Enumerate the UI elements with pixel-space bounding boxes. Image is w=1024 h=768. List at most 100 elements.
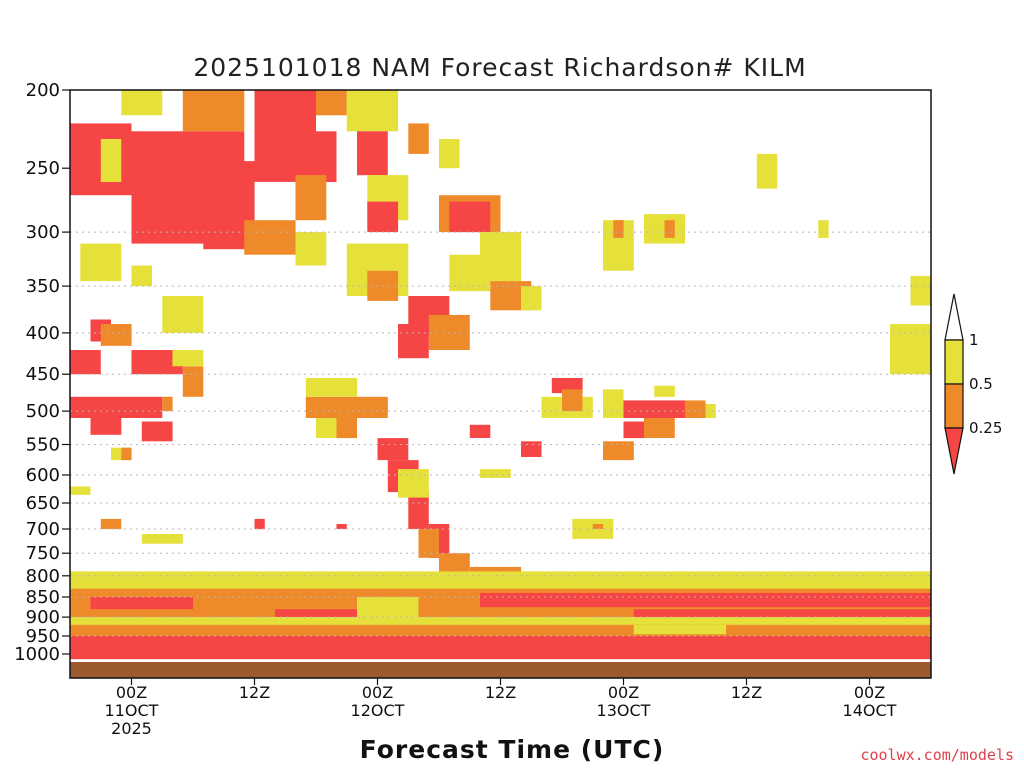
ri-region-yellow (480, 469, 511, 478)
credit-text: coolwx.com/models (860, 746, 1014, 764)
ri-region-orange (664, 220, 675, 238)
ri-region-orange (418, 529, 439, 558)
x-tick-label: 00Z (854, 683, 885, 702)
ri-region-red (633, 609, 932, 619)
ri-region-orange (182, 366, 204, 397)
ri-region-red (70, 350, 101, 375)
y-tick-label: 300 (26, 222, 60, 243)
ri-region-yellow (295, 232, 327, 266)
ri-region-orange (121, 447, 132, 461)
ri-region-yellow (756, 153, 778, 189)
plot-area (70, 90, 932, 678)
y-tick-label: 450 (26, 364, 60, 385)
ri-region-yellow (70, 486, 91, 495)
ri-region-red (141, 421, 173, 442)
ri-region-orange (685, 400, 706, 418)
ri-region-yellow (890, 324, 931, 375)
x-tick-label: 13OCT (597, 701, 651, 720)
ri-region-orange (295, 175, 327, 221)
ri-region-red (449, 201, 491, 233)
ri-region-yellow (346, 90, 399, 132)
ri-region-red (357, 131, 388, 176)
ri-region-yellow (357, 597, 419, 617)
ri-region-orange (439, 553, 470, 576)
ri-region-orange (603, 441, 634, 461)
ri-region-red (70, 123, 132, 196)
ri-region-orange (336, 411, 357, 439)
ri-region-orange (305, 396, 388, 418)
y-tick-label: 850 (26, 587, 60, 608)
ri-region-red (623, 400, 685, 418)
ri-region-yellow (480, 232, 521, 282)
x-axis-label: Forecast Time (UTC) (360, 735, 665, 764)
x-tick-label: 2025 (111, 719, 152, 738)
ri-region-yellow (162, 296, 204, 333)
ri-region-yellow (439, 139, 460, 169)
ri-region-orange (613, 220, 624, 238)
ri-region-red (398, 324, 429, 359)
y-tick-label: 750 (26, 543, 60, 564)
legend-tick-label: 0.25 (969, 419, 1002, 437)
ri-region-red (90, 414, 122, 435)
ri-region-orange (408, 123, 429, 154)
ri-region-red (70, 636, 931, 654)
ri-region-red (377, 438, 409, 461)
x-tick-label: 12Z (485, 683, 516, 702)
ground-strip (70, 662, 931, 678)
ri-region-yellow (172, 350, 204, 367)
y-tick-label: 650 (26, 493, 60, 514)
ri-region-orange (244, 220, 296, 255)
x-tick-label: 12Z (239, 683, 270, 702)
x-tick-label: 12Z (731, 683, 762, 702)
x-tick-label: 00Z (608, 683, 639, 702)
ri-region-yellow (121, 90, 163, 116)
x-tick-label: 14OCT (843, 701, 897, 720)
ri-region-yellow (80, 243, 122, 282)
ri-region-orange (162, 396, 173, 412)
x-tick-label: 00Z (362, 683, 393, 702)
x-tick-label: 00Z (116, 683, 147, 702)
ri-region-yellow (305, 378, 358, 397)
y-tick-label: 800 (26, 566, 60, 587)
y-tick-label: 700 (26, 519, 60, 540)
y-tick-label: 550 (26, 435, 60, 456)
ri-region-orange (100, 324, 132, 346)
ri-region-red (480, 592, 931, 608)
ri-region-orange (644, 418, 675, 438)
ri-region-yellow (818, 220, 829, 238)
ri-region-red (70, 654, 931, 660)
legend-swatch-yellow (944, 339, 964, 385)
ri-region-orange (592, 524, 604, 529)
ri-region-orange (562, 389, 583, 412)
ri-region-yellow (131, 265, 152, 287)
ri-region-yellow (100, 139, 122, 182)
y-axis: 200 250 300 350 400 450 500 550 600 650 700 7508008… (14, 80, 70, 665)
legend-swatch-orange (944, 383, 964, 429)
x-tick-label: 12OCT (351, 701, 405, 720)
y-tick-label: 500 (26, 401, 60, 422)
ri-region-red (469, 424, 491, 438)
ri-region-yellow (398, 469, 429, 498)
ri-region-red (408, 492, 429, 529)
y-tick-label: 600 (26, 465, 60, 486)
ri-region-yellow (654, 385, 675, 397)
ri-region-red (623, 421, 644, 439)
ri-region-red (275, 609, 378, 618)
ri-region-red (70, 396, 163, 418)
ri-region-red (254, 90, 316, 182)
ri-region-red (316, 131, 337, 182)
y-tick-label: 1000 (14, 644, 60, 665)
colorbar-legend: 1 0.5 0.25 (944, 293, 1002, 475)
ri-region-yellow (603, 389, 624, 418)
ri-region-yellow (141, 534, 183, 544)
y-tick-label: 900 (26, 607, 60, 628)
legend-top-arrow (944, 293, 964, 341)
ri-region-orange (316, 90, 347, 116)
y-tick-label: 950 (26, 626, 60, 647)
y-tick-label: 200 (26, 80, 60, 101)
ri-region-orange (182, 90, 245, 132)
x-tick-label: 11OCT (105, 701, 159, 720)
ri-region-yellow (910, 275, 931, 306)
